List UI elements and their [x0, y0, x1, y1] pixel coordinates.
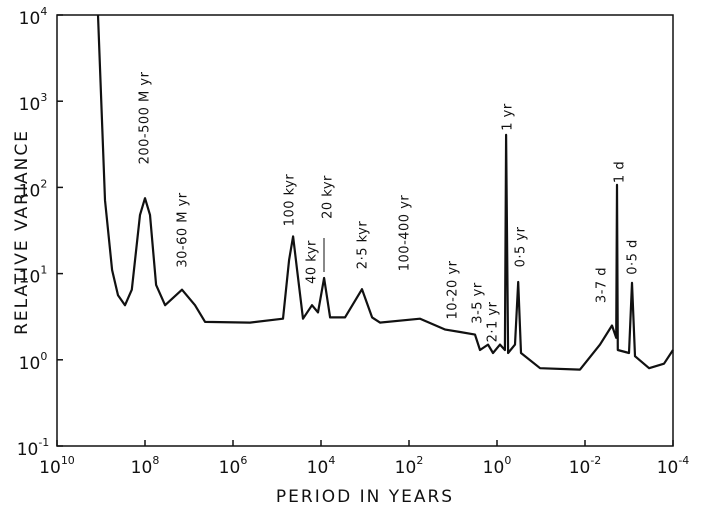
y-tick-label: 103 [19, 91, 48, 115]
annotation: 3-7 d [595, 267, 610, 303]
plot-frame [56, 14, 674, 447]
annotation: 1 d [613, 161, 628, 183]
annotation: 3-5 yr [471, 282, 486, 324]
y-tick-label: 101 [19, 264, 48, 288]
y-tick-label: 102 [19, 177, 48, 201]
annotation: 200-500 M yr [138, 71, 153, 164]
annotation: 0·5 yr [514, 226, 529, 267]
annotation: 2·5 kyr [356, 221, 371, 270]
x-tick-label: 1010 [39, 454, 75, 478]
annotation: 40 kyr [305, 240, 320, 284]
x-axis-label: PERIOD IN YEARS [276, 487, 454, 507]
y-axis-label: RELATIVE VARIANCE [12, 129, 32, 335]
annotation: 20 kyr [321, 175, 336, 219]
annotation: 100 kyr [283, 174, 298, 227]
x-tick-label: 10-2 [569, 454, 602, 478]
y-tick-label: 10-1 [17, 436, 50, 460]
x-tick-label: 102 [395, 454, 424, 478]
x-tick-label: 104 [307, 454, 336, 478]
x-tick-label: 106 [219, 454, 248, 478]
annotation: 100-400 yr [398, 195, 413, 272]
x-tick-label: 100 [483, 454, 512, 478]
y-tick-label: 100 [19, 350, 48, 374]
annotation: 10-20 yr [446, 260, 461, 319]
y-tick-label: 104 [19, 5, 48, 29]
annotation: 0·5 d [626, 239, 641, 275]
x-tick-label: 108 [131, 454, 160, 478]
annotation: 2·1 yr [486, 301, 501, 342]
x-tick-label: 10-4 [657, 454, 690, 478]
variance-line [96, 14, 674, 371]
annotation: 30-60 M yr [176, 192, 191, 267]
annotation: 1 yr [501, 103, 516, 131]
